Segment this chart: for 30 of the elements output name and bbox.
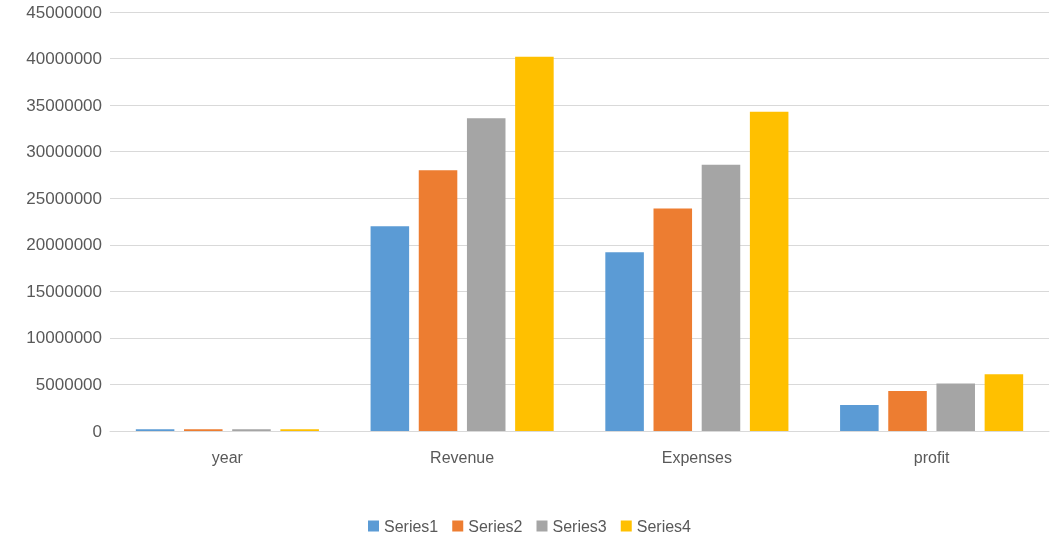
x-tick-label: profit: [913, 448, 950, 466]
bar: [370, 226, 410, 431]
bar: [515, 56, 554, 431]
y-tick-label: 0: [92, 421, 102, 441]
y-tick-label: 15000000: [26, 281, 102, 301]
bar: [984, 374, 1024, 431]
y-tick-label: 45000000: [26, 2, 102, 22]
legend-label: Series2: [468, 517, 523, 535]
y-tick-label: 5000000: [35, 374, 102, 394]
legend-label: Series1: [384, 517, 439, 535]
bar: [749, 111, 789, 431]
bar: [888, 390, 927, 431]
bar: [605, 252, 644, 431]
bar: [936, 383, 975, 431]
x-tick-label: year: [211, 448, 244, 466]
bar: [840, 404, 879, 431]
legend-label: Series3: [552, 517, 607, 535]
y-tick-label: 20000000: [26, 235, 102, 255]
y-tick-label: 30000000: [26, 142, 102, 162]
legend-label: Series4: [636, 517, 692, 535]
x-tick-label: Expenses: [661, 448, 733, 466]
bar: [653, 208, 693, 431]
y-tick-label: 25000000: [26, 188, 102, 208]
bar: [466, 118, 506, 431]
y-tick-label: 10000000: [26, 328, 102, 348]
bar: [701, 164, 741, 431]
x-tick-label: Revenue: [430, 448, 495, 466]
y-tick-label: 40000000: [26, 49, 102, 69]
y-tick-label: 35000000: [26, 95, 102, 115]
bar: [418, 170, 458, 431]
